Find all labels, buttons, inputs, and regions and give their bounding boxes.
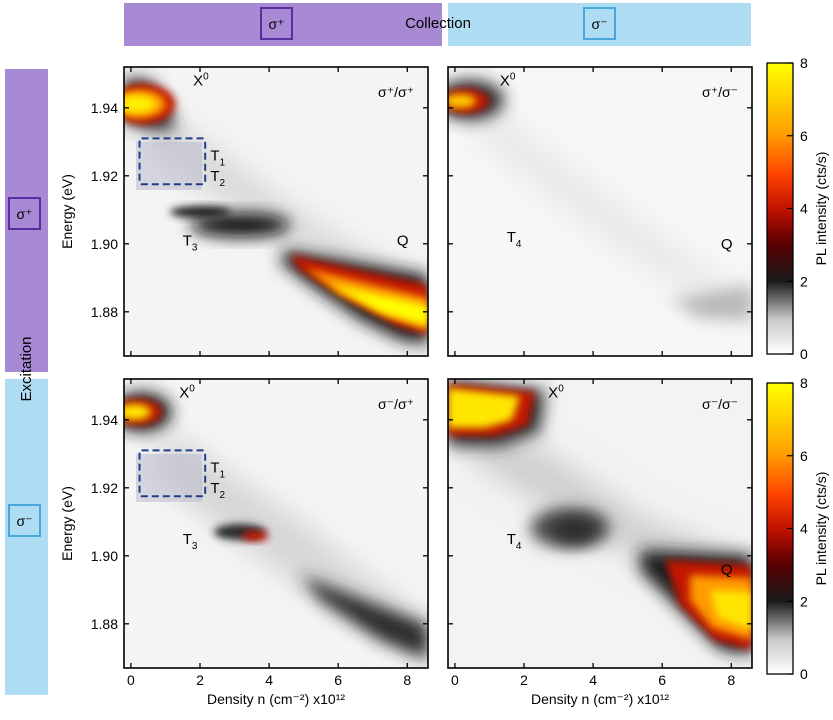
peak-label: T3 <box>183 531 198 552</box>
excitation-sigma-minus-label: σ⁻ <box>16 513 32 529</box>
colorbar-tick-label: 4 <box>800 201 808 217</box>
x-axis-title: Density n (cm⁻²) x10¹² <box>207 691 345 707</box>
peak-label: Q <box>397 233 409 250</box>
y-tick-label: 1.94 <box>91 100 118 116</box>
peak-label: T4 <box>507 531 522 552</box>
peak-label: X0 <box>179 384 195 402</box>
collection-sigma-plus-label: σ⁺ <box>268 16 284 32</box>
x-tick-label: 0 <box>451 672 459 688</box>
peak-label: T2 <box>210 480 225 501</box>
excitation-sigma-plus-label: σ⁺ <box>16 206 32 222</box>
peak-label: X0 <box>548 384 564 402</box>
y-tick-label: 1.88 <box>91 616 118 632</box>
x-tick-label: 2 <box>196 672 204 688</box>
excitation-sigma-plus-box <box>8 197 41 230</box>
collection-sigma-minus-label: σ⁻ <box>591 16 607 32</box>
peak-label: X0 <box>500 72 516 90</box>
x-tick-label: 6 <box>658 672 666 688</box>
colorbar-tick-label: 4 <box>800 521 808 537</box>
y-axis-title: Energy (eV) <box>59 486 75 561</box>
heatmap-panel-c <box>124 392 428 660</box>
peak-label: T2 <box>210 168 225 189</box>
colorbar-bottom <box>766 382 794 675</box>
excitation-sigma-minus-box <box>8 504 41 537</box>
x-tick-label: 8 <box>727 672 735 688</box>
heatmap-panel-a <box>124 78 428 345</box>
peak-label: T4 <box>507 229 522 250</box>
x-tick-label: 6 <box>334 672 342 688</box>
peak-label: X0 <box>193 72 209 90</box>
peak-label: Q <box>721 562 733 579</box>
collection-sigma-plus-box <box>260 7 293 40</box>
y-tick-label: 1.92 <box>91 480 118 496</box>
colorbar-tick-label: 6 <box>800 128 808 144</box>
y-tick-label: 1.90 <box>91 236 118 252</box>
peak-label: T1 <box>210 148 225 169</box>
x-axis-title: Density n (cm⁻²) x10¹² <box>531 691 669 707</box>
colorbar-tick-label: 8 <box>800 55 808 71</box>
colorbar-tick-label: 6 <box>800 448 808 464</box>
colorbar-tick-label: 2 <box>800 593 808 609</box>
panel-polarization-label: σ⁺/σ⁻ <box>702 84 738 100</box>
x-tick-label: 4 <box>265 672 273 688</box>
heatmap-panel-d <box>448 380 752 655</box>
y-tick-label: 1.90 <box>91 548 118 564</box>
peak-label: Q <box>721 236 733 253</box>
y-tick-label: 1.94 <box>91 412 118 428</box>
colorbar-tick-label: 8 <box>800 375 808 391</box>
collection-label: Collection <box>405 15 471 32</box>
panel-polarization-label: σ⁻/σ⁻ <box>702 396 738 412</box>
x-tick-label: 8 <box>403 672 411 688</box>
panel-polarization-label: σ⁺/σ⁺ <box>378 84 414 100</box>
y-axis-title: Energy (eV) <box>59 174 75 249</box>
colorbar-tick-label: 0 <box>800 666 808 682</box>
y-tick-label: 1.88 <box>91 304 118 320</box>
x-tick-label: 2 <box>520 672 528 688</box>
y-tick-label: 1.92 <box>91 168 118 184</box>
x-tick-label: 4 <box>589 672 597 688</box>
excitation-label: Excitation <box>18 336 35 401</box>
heatmap-panel-b <box>448 80 752 320</box>
panel-polarization-label: σ⁻/σ⁺ <box>378 396 414 412</box>
x-tick-label: 0 <box>127 672 135 688</box>
peak-label: T3 <box>183 233 198 254</box>
colorbar-title: PL intensity (cts/s) <box>813 472 829 586</box>
peak-label: T1 <box>210 460 225 481</box>
colorbar-tick-label: 0 <box>800 346 808 362</box>
colorbar-title: PL intensity (cts/s) <box>813 152 829 266</box>
collection-sigma-minus-box <box>583 7 616 40</box>
colorbar-tick-label: 2 <box>800 273 808 289</box>
